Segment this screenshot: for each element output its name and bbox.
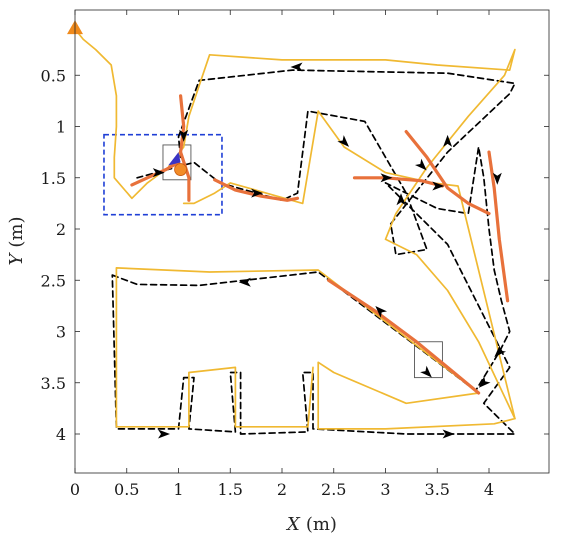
series-line-10 xyxy=(327,278,481,395)
plot-frame xyxy=(74,9,550,474)
direction-arrow xyxy=(442,429,455,439)
series-line-8 xyxy=(404,130,491,216)
y-tick-label: 4 xyxy=(56,425,66,444)
arrows-layer xyxy=(152,62,507,439)
direction-arrow xyxy=(494,345,507,357)
y-axis-var: Y xyxy=(6,252,27,266)
direction-arrow xyxy=(396,193,406,206)
series-line-2 xyxy=(74,28,516,430)
y-tick-label: 1.5 xyxy=(41,169,66,188)
series-layer xyxy=(74,28,516,435)
direction-arrow xyxy=(238,277,251,287)
x-axis-unit: (m) xyxy=(306,514,337,535)
series-line-9 xyxy=(487,150,510,303)
series-line-1 xyxy=(136,69,516,256)
direction-arrow xyxy=(290,62,303,72)
direction-arrow xyxy=(375,306,388,318)
zoom-region-box xyxy=(162,144,192,181)
series-line-7 xyxy=(352,176,444,188)
y-axis-unit: (m) xyxy=(6,216,27,247)
x-tick-label: 1.5 xyxy=(218,480,243,499)
direction-arrow xyxy=(414,158,427,171)
x-tick-label: 3.5 xyxy=(425,480,450,499)
direction-arrow xyxy=(251,188,264,198)
direction-arrow xyxy=(492,172,502,185)
x-tick-label: 0.5 xyxy=(114,480,139,499)
blue-marker xyxy=(168,152,181,166)
ticks-layer: 0 0.5 1 1.5 2 2.5 3 3.5 4 0.5 1 1.5 2 2.5 3 3.5 4 xyxy=(41,10,549,499)
y-tick-label: 3 xyxy=(56,323,66,342)
x-axis-label: X (m) xyxy=(285,514,337,535)
regions-layer xyxy=(103,133,443,379)
x-axis-var: X xyxy=(285,514,301,535)
series-line-0 xyxy=(111,146,516,435)
x-tick-label: 2 xyxy=(277,480,287,499)
y-axis-label: Y (m) xyxy=(6,216,27,265)
direction-arrow xyxy=(420,365,432,378)
y-tick-label: 2.5 xyxy=(41,271,66,290)
direction-arrow xyxy=(179,129,189,142)
x-tick-label: 0 xyxy=(70,480,80,499)
direction-arrow xyxy=(443,134,453,147)
direction-arrow xyxy=(337,135,350,147)
x-tick-label: 2.5 xyxy=(321,480,346,499)
series-line-6 xyxy=(213,178,300,202)
orange-marker xyxy=(174,163,187,176)
x-tick-label: 3 xyxy=(380,480,390,499)
y-tick-label: 1 xyxy=(56,118,66,137)
y-tick-label: 0.5 xyxy=(41,66,66,85)
direction-arrow xyxy=(158,429,170,439)
y-tick-label: 2 xyxy=(56,220,66,239)
inset-region-box xyxy=(103,133,223,216)
direction-arrow xyxy=(152,168,165,178)
x-tick-label: 4 xyxy=(484,480,494,499)
zoom-region-box xyxy=(414,341,443,379)
y-tick-label: 3.5 xyxy=(41,374,66,393)
series-line-5 xyxy=(179,94,191,202)
x-tick-label: 1 xyxy=(173,480,183,499)
direction-arrow xyxy=(432,181,445,191)
direction-arrow xyxy=(478,376,491,388)
direction-arrow xyxy=(380,173,393,183)
